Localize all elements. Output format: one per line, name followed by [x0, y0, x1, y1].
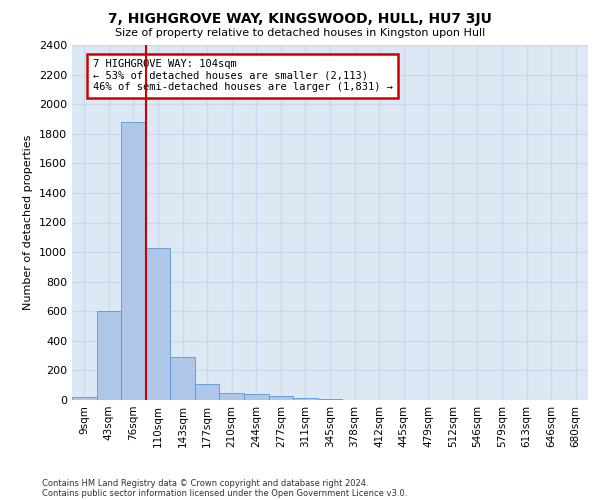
Bar — [170, 357, 195, 400]
Bar — [220, 392, 244, 400]
Text: 7 HIGHGROVE WAY: 104sqm
← 53% of detached houses are smaller (2,113)
46% of semi: 7 HIGHGROVE WAY: 104sqm ← 53% of detache… — [92, 59, 392, 92]
Y-axis label: Number of detached properties: Number of detached properties — [23, 135, 34, 310]
Bar — [72, 397, 97, 400]
Bar — [97, 311, 121, 400]
Bar — [195, 384, 220, 400]
Bar — [244, 394, 269, 400]
Bar — [121, 122, 146, 400]
Text: Contains HM Land Registry data © Crown copyright and database right 2024.: Contains HM Land Registry data © Crown c… — [42, 478, 368, 488]
Text: 7, HIGHGROVE WAY, KINGSWOOD, HULL, HU7 3JU: 7, HIGHGROVE WAY, KINGSWOOD, HULL, HU7 3… — [108, 12, 492, 26]
Text: Contains public sector information licensed under the Open Government Licence v3: Contains public sector information licen… — [42, 488, 407, 498]
Bar — [146, 248, 170, 400]
Bar — [269, 396, 293, 400]
Bar — [293, 398, 318, 400]
Text: Size of property relative to detached houses in Kingston upon Hull: Size of property relative to detached ho… — [115, 28, 485, 38]
